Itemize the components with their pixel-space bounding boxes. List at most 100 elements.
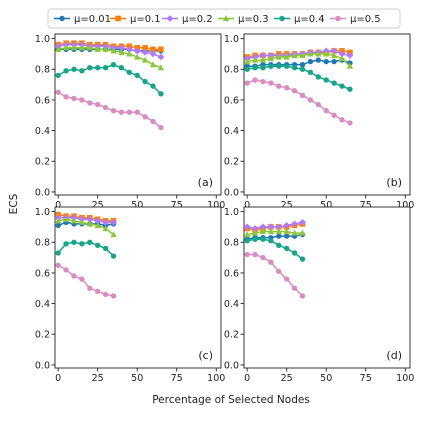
data-point	[54, 217, 62, 224]
data-point	[55, 72, 61, 79]
data-point	[299, 293, 306, 299]
data-point	[323, 77, 329, 83]
data-point	[347, 120, 353, 126]
data-point	[94, 288, 101, 295]
data-point	[260, 78, 266, 85]
data-point	[283, 276, 290, 282]
data-point	[158, 91, 164, 97]
data-point	[63, 241, 69, 247]
data-point	[307, 50, 314, 57]
y-tick-label: 0.2	[35, 157, 50, 168]
data-point	[260, 236, 266, 242]
data-point	[259, 223, 267, 231]
data-point	[150, 118, 156, 125]
plot-frame	[54, 206, 222, 369]
data-point	[299, 66, 306, 72]
data-point	[55, 222, 61, 229]
data-point	[299, 256, 306, 262]
legend-marker	[279, 15, 285, 22]
x-tick-label: 0	[55, 200, 61, 211]
series-0-3	[243, 228, 306, 238]
data-point	[267, 223, 275, 231]
data-point	[55, 262, 61, 268]
legend-label: μ=0.5	[350, 14, 381, 25]
data-point	[260, 65, 266, 71]
data-point	[244, 238, 250, 244]
data-point	[251, 56, 259, 63]
x-tick-label: 25	[92, 373, 104, 384]
data-point	[141, 49, 149, 56]
data-point	[244, 66, 250, 72]
series-0-3	[243, 50, 354, 69]
data-point	[142, 45, 148, 51]
data-point	[150, 46, 156, 53]
data-point	[87, 100, 93, 106]
series-0-4	[55, 61, 164, 97]
series-0-4	[244, 236, 306, 262]
x-tick-label: 75	[171, 373, 183, 384]
data-point	[79, 276, 85, 282]
data-point	[102, 104, 109, 111]
legend-label: μ=0.4	[294, 14, 325, 25]
legend-label: μ=0.3	[238, 14, 269, 25]
data-point	[251, 229, 259, 236]
data-point	[134, 53, 141, 60]
data-point	[291, 65, 298, 71]
data-point	[283, 245, 290, 252]
series-0-3	[54, 215, 117, 238]
data-point	[79, 97, 85, 103]
legend-marker	[115, 15, 121, 22]
y-tick-label: 1.0	[35, 207, 50, 218]
data-point	[244, 80, 250, 86]
data-point	[283, 53, 290, 60]
data-point	[283, 222, 291, 229]
data-point	[94, 217, 102, 225]
data-point	[299, 229, 306, 236]
data-point	[149, 50, 157, 58]
data-point	[267, 228, 275, 235]
x-axis-title: Percentage of Selected Nodes	[152, 394, 310, 406]
data-point	[268, 259, 274, 265]
data-point	[71, 239, 77, 245]
y-tick-label: 0.4	[224, 299, 239, 310]
data-point	[87, 285, 93, 291]
y-tick-label: 1.0	[35, 34, 50, 45]
data-point	[110, 107, 117, 114]
panel-label: (b)	[386, 176, 402, 189]
x-tick-label: 0	[55, 373, 61, 384]
data-point	[268, 80, 274, 86]
x-tick-label: 100	[207, 200, 225, 211]
y-tick-label: 0.4	[35, 126, 50, 137]
x-tick-label: 25	[281, 373, 293, 384]
data-point	[259, 228, 267, 235]
data-point	[63, 94, 69, 100]
legend-marker	[222, 15, 230, 22]
y-tick-label: 0.2	[224, 157, 239, 168]
data-point	[55, 89, 61, 95]
legend-entry-0-4: μ=0.4	[274, 14, 325, 25]
data-point	[133, 47, 141, 55]
data-point	[252, 236, 258, 242]
y-tick-label: 0.0	[224, 187, 239, 198]
y-tick-label: 0.0	[35, 360, 50, 371]
y-tick-label: 0.4	[35, 299, 50, 310]
y-tick-label: 0.6	[224, 268, 239, 279]
data-point	[291, 88, 298, 94]
legend-entry-0-2: μ=0.2	[162, 14, 213, 25]
legend-entry-0-5: μ=0.5	[330, 14, 381, 25]
legend-entry-0-1: μ=0.1	[110, 14, 161, 25]
data-point	[126, 69, 133, 76]
data-point	[78, 218, 86, 225]
data-point	[102, 245, 109, 252]
data-point	[275, 53, 282, 60]
y-axis-title: ECS	[8, 193, 20, 214]
data-point	[110, 293, 117, 299]
data-point	[62, 215, 70, 222]
data-point	[315, 101, 322, 108]
data-point	[54, 45, 62, 52]
panel-a: 0.0 0.2 0.4 0.6 0.8 1.0 0 25 50 75 100 (a)	[35, 33, 225, 211]
panels: 0.0 0.2 0.4 0.6 0.8 1.0 0 25 50 75 100 (a) 0.0 0.2 0.4…	[35, 33, 414, 384]
y-tick-label: 0.0	[35, 187, 50, 198]
data-point	[260, 254, 266, 261]
series-0-5	[55, 89, 164, 131]
